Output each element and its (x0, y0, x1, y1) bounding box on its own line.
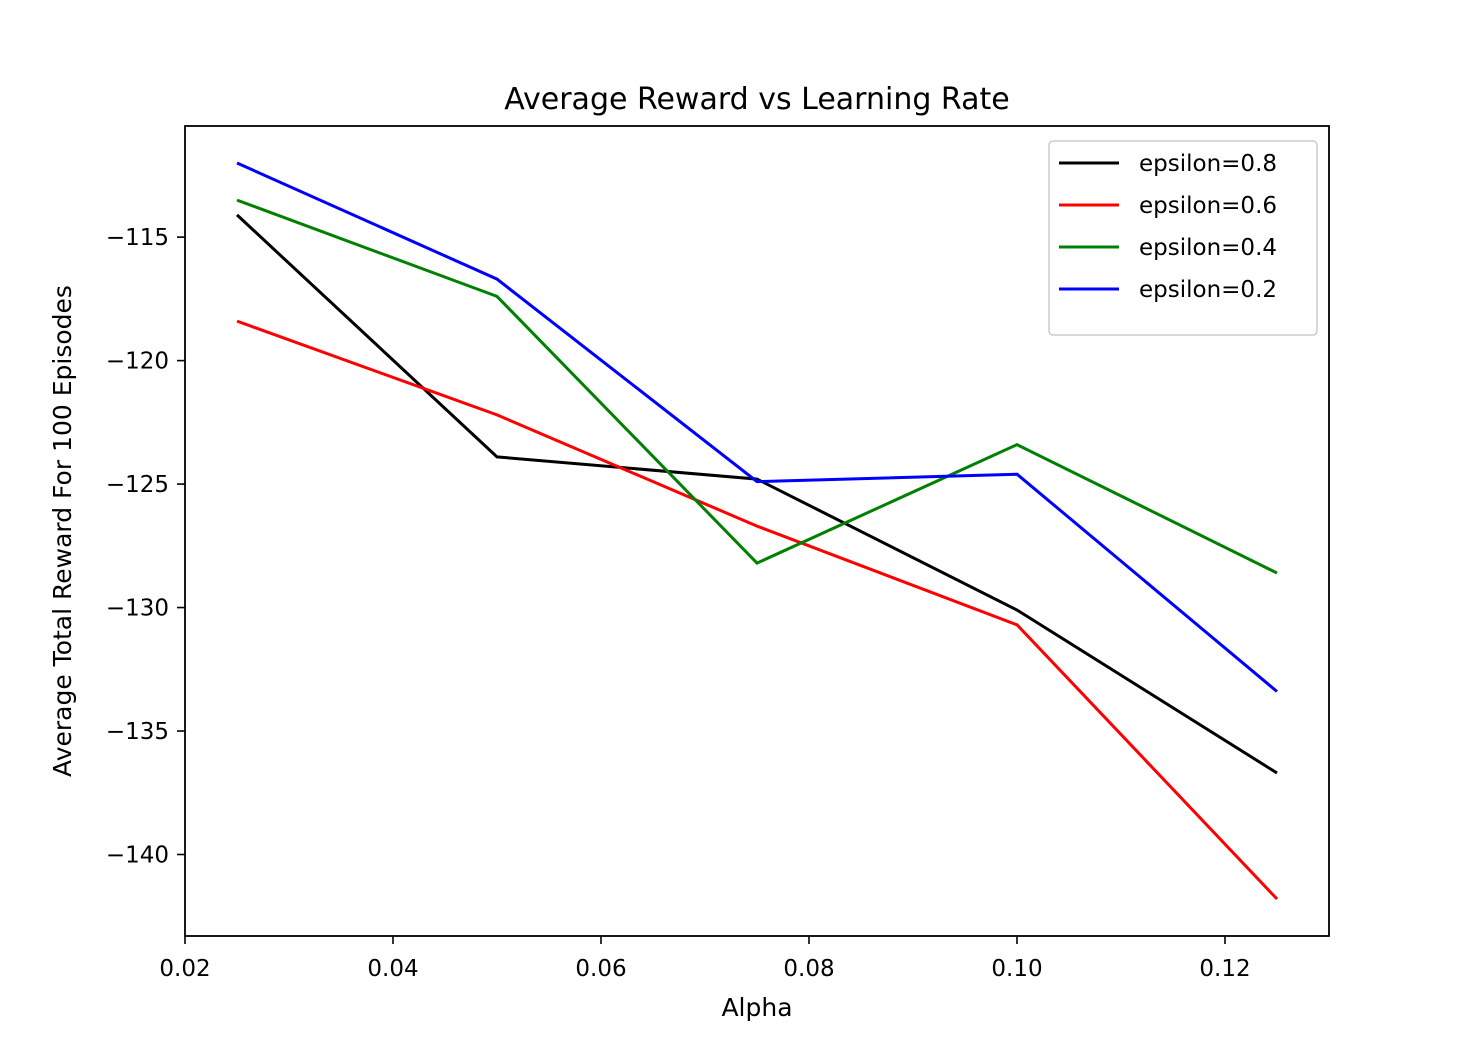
x-axis-label: Alpha (721, 993, 792, 1022)
x-tick-label: 0.10 (991, 956, 1042, 982)
x-tick-label: 0.06 (575, 956, 626, 982)
legend-entry: epsilon=0.4 (1139, 235, 1277, 261)
y-tick-label: −125 (106, 472, 169, 498)
y-axis-label: Average Total Reward For 100 Episodes (48, 285, 77, 777)
y-axis-ticks: −115 −120 −125 −130 −135 −140 (106, 225, 185, 869)
y-tick-label: −130 (106, 596, 169, 622)
legend-entry: epsilon=0.2 (1139, 277, 1277, 303)
plot-area (235, 161, 1279, 901)
x-tick-label: 0.12 (1199, 956, 1250, 982)
series-line-epsilon=0.2 (236, 161, 1278, 693)
y-tick-label: −140 (106, 843, 169, 869)
x-tick-label: 0.04 (367, 956, 418, 982)
x-tick-label: 0.08 (783, 956, 834, 982)
y-tick-label: −135 (106, 719, 169, 745)
series-line-epsilon=0.6 (236, 319, 1279, 901)
legend-entry: epsilon=0.8 (1139, 151, 1277, 177)
chart-title: Average Reward vs Learning Rate (504, 82, 1009, 117)
x-tick-label: 0.02 (159, 956, 210, 982)
legend: epsilon=0.8 epsilon=0.6 epsilon=0.4 epsilon… (1048, 140, 1318, 336)
plot-frame (184, 125, 1330, 937)
y-tick-label: −115 (106, 225, 169, 251)
y-tick-label: −120 (106, 349, 169, 375)
series-line-epsilon=0.4 (236, 198, 1278, 575)
x-axis-ticks: 0.02 0.04 0.06 0.08 0.10 0.12 (159, 936, 1251, 982)
legend-entry: epsilon=0.6 (1139, 193, 1277, 219)
series-line-epsilon=0.8 (235, 213, 1278, 775)
legend-box (1048, 140, 1318, 336)
